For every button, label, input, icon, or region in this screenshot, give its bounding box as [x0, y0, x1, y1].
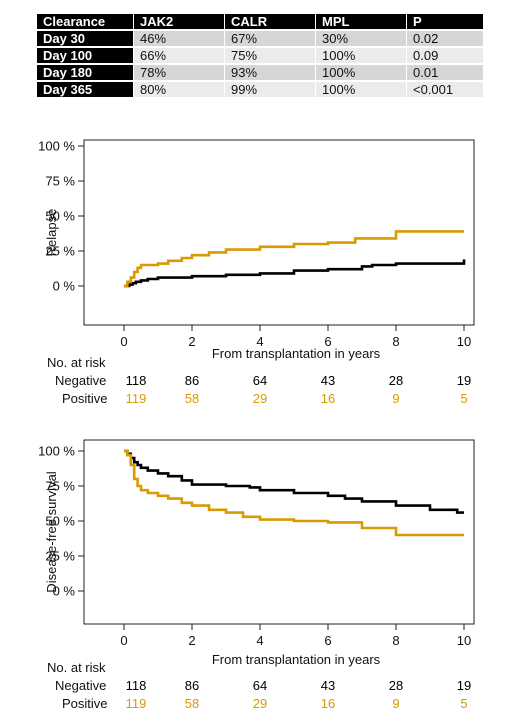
table-cell: 0.02 [407, 31, 483, 46]
risk-value: 64 [253, 678, 267, 693]
row-label: Day 180 [37, 65, 133, 80]
row-label: Day 100 [37, 48, 133, 63]
series-line-negative [124, 259, 466, 288]
y-axis-label: Disease-free survival [44, 471, 59, 592]
risk-value: 86 [185, 373, 199, 388]
y-tick-label: 100 % [38, 139, 75, 154]
y-tick-label: 75 % [45, 174, 75, 189]
risk-value: 43 [321, 678, 335, 693]
y-tick-label: 0 % [53, 584, 76, 599]
table-cell: 100% [316, 48, 406, 63]
header-cell: JAK2 [134, 14, 224, 29]
plot-frame [83, 439, 475, 625]
risk-row-label: Negative [55, 373, 106, 388]
risk-value: 58 [185, 696, 199, 711]
risk-value: 5 [460, 391, 467, 406]
table-cell: 0.09 [407, 48, 483, 63]
risk-value: 9 [392, 696, 399, 711]
risk-row-label: Positive [62, 391, 108, 406]
risk-table-title: No. at risk [47, 355, 106, 370]
risk-value: 16 [321, 696, 335, 711]
table-cell: 93% [225, 65, 315, 80]
risk-value: 118 [126, 678, 147, 693]
risk-value: 19 [457, 373, 471, 388]
table-cell: 80% [134, 82, 224, 97]
y-tick-label: 25 % [45, 549, 75, 564]
risk-value: 119 [126, 696, 147, 711]
table-cell: 0.01 [407, 65, 483, 80]
table-row: Day 100 66% 75% 100% 0.09 [37, 48, 483, 63]
risk-value: 43 [321, 373, 335, 388]
risk-value: 29 [253, 696, 267, 711]
header-cell: MPL [316, 14, 406, 29]
risk-value: 9 [392, 391, 399, 406]
risk-value: 28 [389, 678, 403, 693]
risk-table-title: No. at risk [47, 660, 106, 675]
table-row: Day 180 78% 93% 100% 0.01 [37, 65, 483, 80]
x-tick-label: 8 [392, 633, 399, 648]
y-axis-label: Relapse [44, 209, 59, 257]
x-axis-label: From transplantation in years [212, 652, 381, 667]
table-row: Day 30 46% 67% 30% 0.02 [37, 31, 483, 46]
risk-row-label: Negative [55, 678, 106, 693]
x-tick-label: 6 [324, 633, 331, 648]
y-tick-label: 0 % [53, 279, 76, 294]
risk-value: 118 [126, 373, 147, 388]
plot-frame [83, 139, 475, 326]
x-tick-label: 10 [457, 334, 471, 349]
series-line-negative [124, 449, 464, 514]
risk-value: 5 [460, 696, 467, 711]
risk-value: 58 [185, 391, 199, 406]
y-tick-label: 100 % [38, 444, 75, 459]
table-header-row: Clearance JAK2 CALR MPL P [37, 14, 483, 29]
x-tick-label: 2 [188, 633, 195, 648]
clearance-table: Clearance JAK2 CALR MPL P Day 30 46% 67%… [36, 12, 484, 99]
x-tick-label: 4 [256, 633, 263, 648]
x-tick-label: 8 [392, 334, 399, 349]
risk-value: 86 [185, 678, 199, 693]
table-cell: 67% [225, 31, 315, 46]
table-cell: 46% [134, 31, 224, 46]
table-cell: 78% [134, 65, 224, 80]
risk-value: 64 [253, 373, 267, 388]
y-tick-label: 25 % [45, 244, 75, 259]
table-cell: 100% [316, 82, 406, 97]
x-axis-label: From transplantation in years [212, 346, 381, 361]
risk-value: 29 [253, 391, 267, 406]
risk-value: 119 [126, 391, 147, 406]
header-cell: CALR [225, 14, 315, 29]
x-tick-label: 10 [457, 633, 471, 648]
risk-row-label: Positive [62, 696, 108, 711]
x-tick-label: 4 [256, 334, 263, 349]
y-tick-label: 75 % [45, 479, 75, 494]
series-line-positive [124, 230, 464, 288]
header-cell: P [407, 14, 483, 29]
x-tick-label: 2 [188, 334, 195, 349]
x-tick-label: 0 [120, 334, 127, 349]
risk-value: 19 [457, 678, 471, 693]
table-cell: 66% [134, 48, 224, 63]
y-tick-label: 50 % [45, 209, 75, 224]
table-cell: 99% [225, 82, 315, 97]
x-tick-label: 0 [120, 633, 127, 648]
table-cell: 75% [225, 48, 315, 63]
x-tick-label: 6 [324, 334, 331, 349]
table-row: Day 365 80% 99% 100% <0.001 [37, 82, 483, 97]
table-cell: 100% [316, 65, 406, 80]
risk-value: 16 [321, 391, 335, 406]
y-tick-label: 50 % [45, 514, 75, 529]
header-cell: Clearance [37, 14, 133, 29]
row-label: Day 365 [37, 82, 133, 97]
series-line-positive [124, 449, 464, 537]
row-label: Day 30 [37, 31, 133, 46]
table-cell: 30% [316, 31, 406, 46]
table-cell: <0.001 [407, 82, 483, 97]
risk-value: 28 [389, 373, 403, 388]
